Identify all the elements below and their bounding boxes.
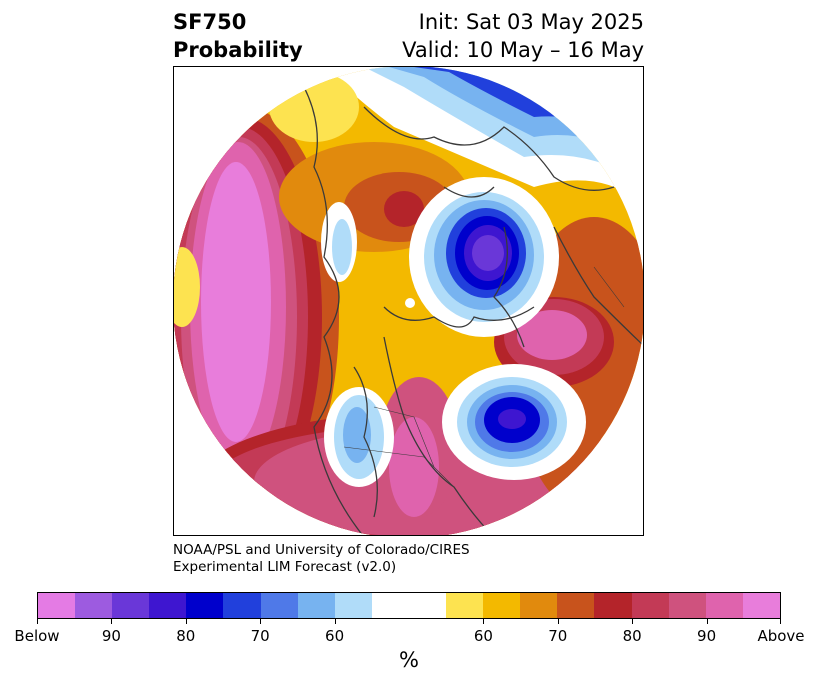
colorbar-tick-label: Above (757, 627, 805, 645)
colorbar-swatch (260, 593, 298, 618)
west-anomaly-core (201, 162, 271, 442)
colorbar-swatch (520, 593, 558, 618)
colorbar-tick (632, 619, 634, 624)
colorbar-swatch (371, 593, 409, 618)
colorbar-tick-label: 60 (473, 627, 493, 645)
colorbar-tick (706, 619, 708, 624)
colorbar-swatch (631, 593, 669, 618)
credit-line-2: Experimental LIM Forecast (v2.0) (173, 559, 397, 575)
colorbar-tick-label: 70 (250, 627, 270, 645)
coastlines (303, 86, 643, 535)
colorbar-swatch (557, 593, 595, 618)
variable-title: SF750 (173, 10, 247, 34)
siberia-low-core (472, 235, 504, 271)
polar-stereographic-map (174, 67, 643, 535)
colorbar (37, 592, 781, 619)
valid-dates: Valid: 10 May – 16 May (402, 38, 644, 62)
colorbar-tick (334, 619, 336, 624)
colorbar-tick (37, 619, 38, 624)
colorbar-swatch (75, 593, 113, 618)
colorbar-tick-label: 90 (101, 627, 121, 645)
credit: NOAA/PSL and University of Colorado/CIRE… (173, 542, 470, 576)
colorbar-tick (185, 619, 187, 624)
west-edge-yellow (174, 247, 200, 327)
western-us-below-core (343, 407, 371, 463)
colorbar-swatch (594, 593, 632, 618)
colorbar-tick-label: 80 (176, 627, 196, 645)
colorbar-tick-label: 90 (697, 627, 717, 645)
field-title: Probability (173, 38, 303, 62)
colorbar-swatch (483, 593, 521, 618)
init-date: Init: Sat 03 May 2025 (418, 10, 644, 34)
colorbar-tick (483, 619, 485, 624)
colorbar-swatch (186, 593, 224, 618)
central-us-core (389, 417, 439, 517)
colorbar-swatch (705, 593, 743, 618)
atlantic-low-core (498, 409, 526, 429)
colorbar-unit: % (399, 648, 419, 672)
colorbar-swatch (742, 593, 780, 618)
greenland-anomaly-core (384, 191, 424, 227)
alaska-yellow (269, 72, 359, 142)
colorbar-ticks (37, 619, 781, 625)
colorbar-tick-label: 80 (622, 627, 642, 645)
north-pole-hole (405, 298, 415, 308)
colorbar-swatch (38, 593, 76, 618)
colorbar-tick-label: Below (14, 627, 60, 645)
colorbar-swatch (223, 593, 261, 618)
colorbar-swatch (446, 593, 484, 618)
pacific-below (332, 219, 352, 275)
colorbar-tick-label: 70 (548, 627, 568, 645)
colorbar-swatch (408, 593, 447, 618)
colorbar-tick-label: 60 (325, 627, 345, 645)
chart-title-right: Init: Sat 03 May 2025 Valid: 10 May – 16… (402, 8, 644, 64)
colorbar-tick (260, 619, 262, 624)
colorbar-tick (780, 619, 781, 624)
credit-line-1: NOAA/PSL and University of Colorado/CIRE… (173, 542, 470, 558)
chart-title-left: SF750 Probability (173, 8, 303, 64)
probability-map (173, 66, 644, 536)
colorbar-swatch (297, 593, 335, 618)
east-anomaly-core (517, 310, 587, 360)
colorbar-tick (111, 619, 113, 624)
colorbar-swatch (334, 593, 372, 618)
colorbar-swatch (668, 593, 706, 618)
colorbar-swatch (112, 593, 150, 618)
colorbar-swatch (149, 593, 187, 618)
colorbar-tick (557, 619, 559, 624)
